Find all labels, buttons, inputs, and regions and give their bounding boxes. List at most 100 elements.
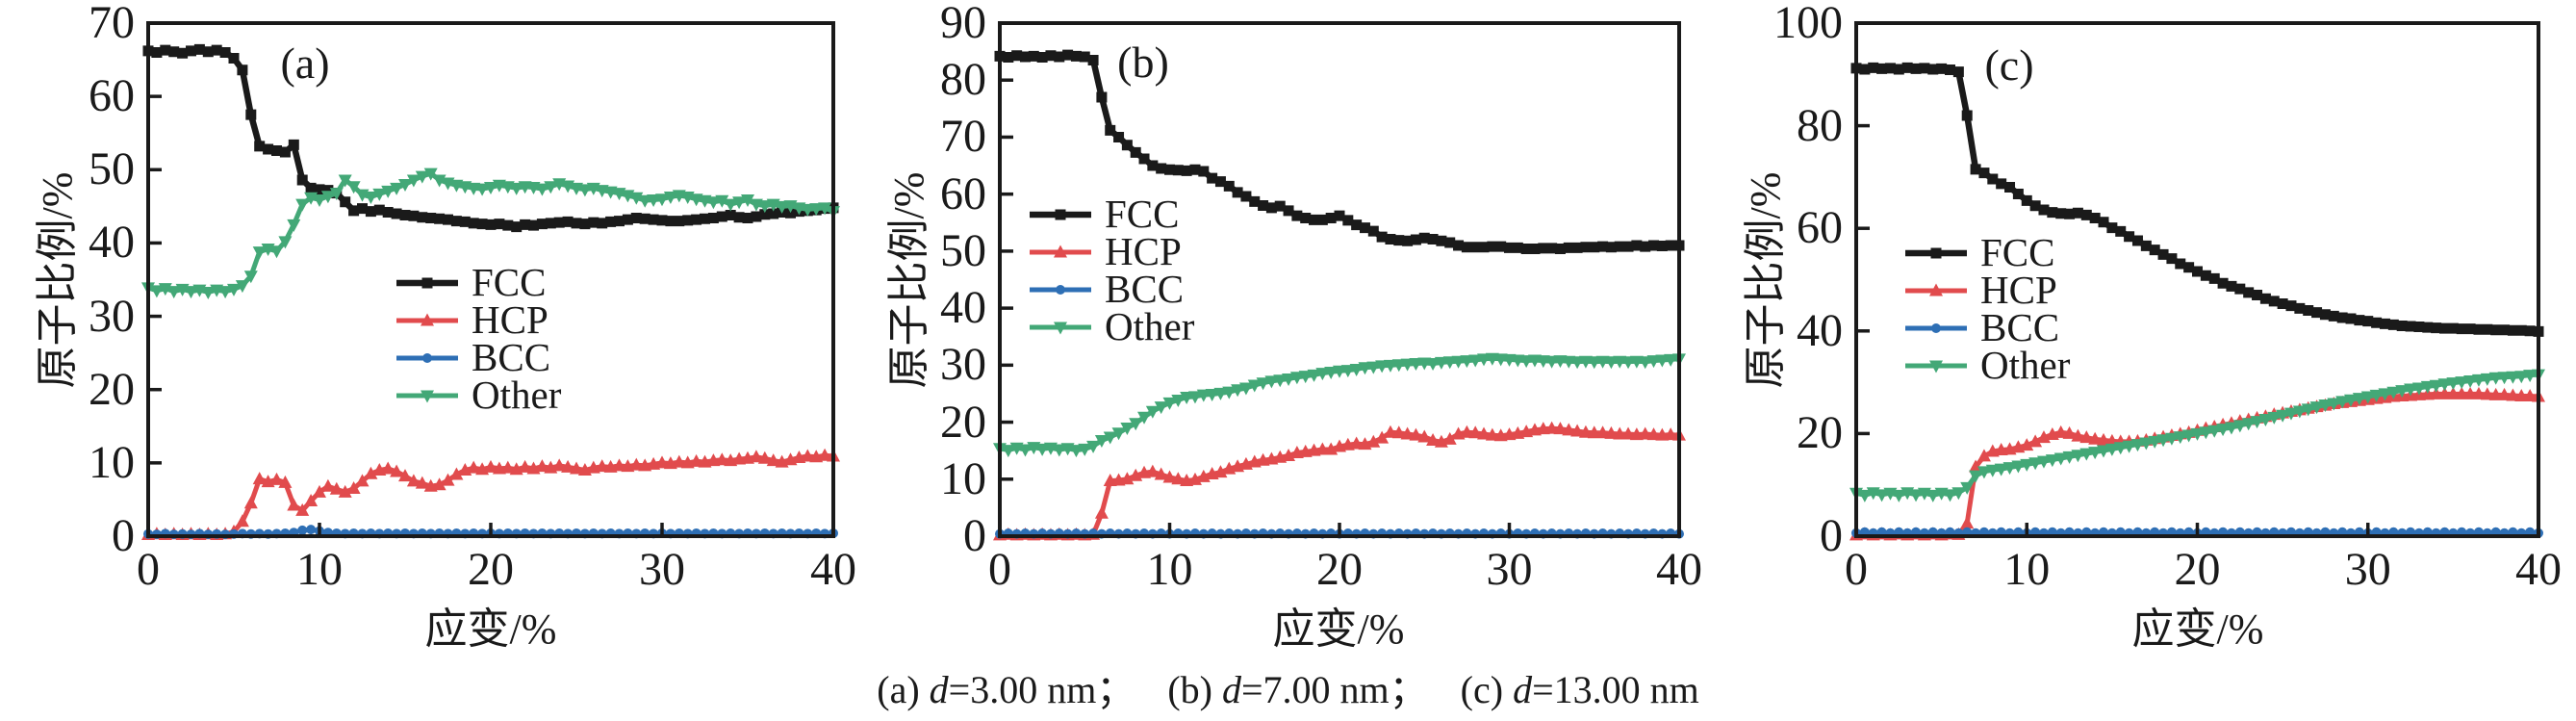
y-tick-label: 100 <box>1773 0 1843 48</box>
legend-row: Other <box>396 373 562 417</box>
x-tick-label: 30 <box>1486 544 1533 595</box>
legend-row: BCC <box>1905 305 2070 349</box>
x-tick-label: 10 <box>296 544 343 595</box>
x-tick-label: 40 <box>1656 544 1702 595</box>
legend-label-other: Other <box>1105 304 1195 348</box>
legend-label-fcc: FCC <box>1980 230 2055 274</box>
caption-part-a: (a) d=3.00 nm； <box>877 668 1135 711</box>
panel-label-c: (c) <box>1984 40 2034 90</box>
legend-row: Other <box>1030 304 1195 348</box>
legend-label-hcp: HCP <box>1980 268 2057 312</box>
y-tick-label: 20 <box>1797 407 1843 459</box>
series-markers-fcc <box>142 43 839 233</box>
y-tick-label: 60 <box>940 167 986 219</box>
y-tick-label: 20 <box>940 396 986 448</box>
chart-panel-b <box>993 21 1686 541</box>
legend-sample-bcc-icon <box>1030 284 1091 295</box>
x-tick-label: 20 <box>468 544 514 595</box>
legend-row: Other <box>1905 343 2071 387</box>
legend-label-hcp: HCP <box>472 297 548 342</box>
legend-sample-hcp-icon <box>1905 283 1967 296</box>
legend-sample-other-icon <box>396 390 458 402</box>
legend-sample-fcc-icon <box>1030 209 1091 219</box>
y-tick-label: 60 <box>1797 202 1843 254</box>
y-tick-label: 20 <box>89 363 135 415</box>
legend-row: HCP <box>1030 229 1194 273</box>
legend-label-bcc: BCC <box>1105 267 1185 311</box>
y-tick-label: 70 <box>89 0 135 48</box>
series-markers-fcc <box>994 49 1685 255</box>
y-tick-label: 0 <box>112 510 135 561</box>
legend-row: HCP <box>1905 268 2070 312</box>
y-tick-label: 60 <box>89 70 135 122</box>
caption-part-c: (c) d=13.00 nm <box>1460 668 1699 711</box>
x-tick-label: 0 <box>1845 544 1868 595</box>
legend-label-hcp: HCP <box>1105 229 1182 273</box>
legend-sample-hcp-icon <box>1030 245 1091 257</box>
x-tick-label: 40 <box>810 544 856 595</box>
chart-panel-c <box>1849 21 2545 541</box>
legend-sample-other-icon <box>1030 322 1091 334</box>
legend-sample-other-icon <box>1905 360 1967 373</box>
y-tick-label: 80 <box>940 54 986 106</box>
legend-row: FCC <box>396 260 561 304</box>
x-axis-title-c: 应变/% <box>2131 605 2264 653</box>
legend-sample-bcc-icon <box>1905 322 1967 333</box>
series-markers-hcp <box>993 421 1686 541</box>
legend-label-other: Other <box>472 373 562 417</box>
legend-row: FCC <box>1905 230 2070 274</box>
y-tick-label: 30 <box>89 290 135 342</box>
legend-c: FCC HCP BCC Other <box>1905 230 2071 387</box>
x-axis-title-b: 应变/% <box>1272 605 1405 653</box>
legend-sample-bcc-icon <box>396 352 458 363</box>
series-markers-hcp <box>1849 386 2545 541</box>
y-tick-label: 10 <box>89 436 135 488</box>
y-axis-title-b: 原子比例/% <box>885 171 932 389</box>
x-tick-label: 20 <box>1316 544 1363 595</box>
series-markers-other <box>993 352 1686 458</box>
chart-panel-a <box>141 21 840 540</box>
y-tick-label: 40 <box>940 282 986 334</box>
legend-a: FCC HCP BCC Other <box>396 260 562 417</box>
y-tick-label: 0 <box>963 510 986 561</box>
legend-sample-hcp-icon <box>396 313 458 325</box>
y-tick-label: 90 <box>940 0 986 48</box>
panel-label-a: (a) <box>280 39 330 88</box>
y-axis-title-a: 原子比例/% <box>34 171 81 389</box>
y-tick-label: 70 <box>940 111 986 163</box>
y-tick-label: 40 <box>89 217 135 269</box>
legend-label-other: Other <box>1980 343 2071 387</box>
y-tick-label: 50 <box>940 224 986 276</box>
y-tick-label: 80 <box>1797 99 1843 151</box>
legend-sample-fcc-icon <box>1905 247 1967 258</box>
figure-caption: (a) d=3.00 nm； (b) d=7.00 nm； (c) d=13.0… <box>0 671 2576 709</box>
legend-label-bcc: BCC <box>472 335 551 379</box>
series-markers-other <box>1849 369 2545 502</box>
series-markers-other <box>141 167 840 299</box>
legend-label-fcc: FCC <box>1105 192 1180 236</box>
x-tick-label: 40 <box>2515 544 2562 595</box>
x-tick-label: 30 <box>639 544 685 595</box>
x-tick-label: 20 <box>2174 544 2221 595</box>
y-axis-title-c: 原子比例/% <box>1742 171 1789 389</box>
legend-label-bcc: BCC <box>1980 305 2060 349</box>
y-tick-label: 30 <box>940 339 986 391</box>
x-tick-label: 0 <box>137 544 160 595</box>
caption-part-b: (b) d=7.00 nm； <box>1167 668 1428 711</box>
x-tick-label: 10 <box>2003 544 2051 595</box>
y-tick-label: 50 <box>89 143 135 195</box>
x-tick-label: 0 <box>988 544 1011 595</box>
legend-row: BCC <box>396 335 561 379</box>
x-axis-title-a: 应变/% <box>424 605 557 653</box>
series-markers-hcp <box>141 448 840 540</box>
x-tick-label: 10 <box>1146 544 1193 595</box>
y-tick-label: 10 <box>940 452 986 504</box>
panel-label-b: (b) <box>1117 38 1169 87</box>
y-tick-label: 0 <box>1820 510 1843 561</box>
legend-label-fcc: FCC <box>472 260 547 304</box>
legend-row: HCP <box>396 297 561 342</box>
legend-sample-fcc-icon <box>396 277 458 288</box>
y-tick-label: 40 <box>1797 304 1843 356</box>
